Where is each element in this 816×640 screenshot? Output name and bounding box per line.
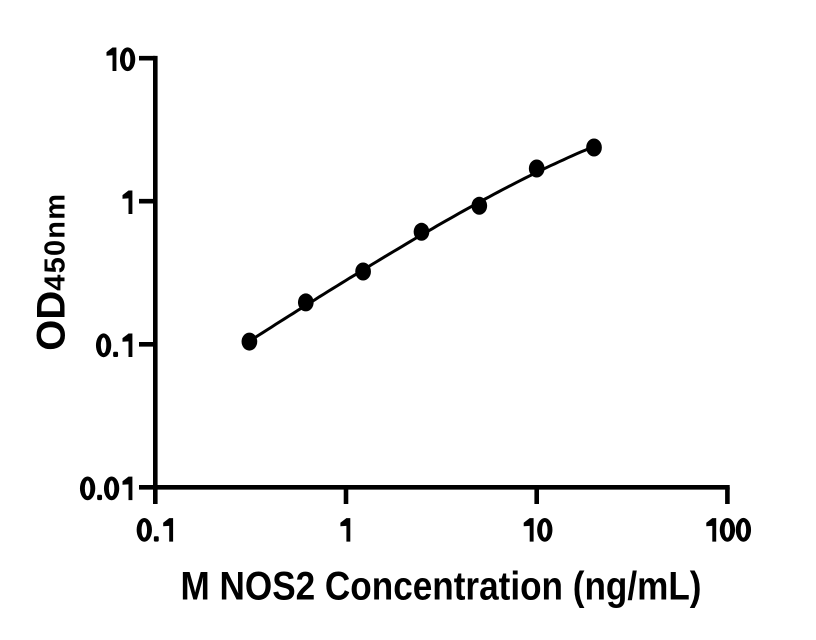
svg-text:M NOS2 Concentration (ng/mL): M NOS2 Concentration (ng/mL) [181, 564, 702, 608]
